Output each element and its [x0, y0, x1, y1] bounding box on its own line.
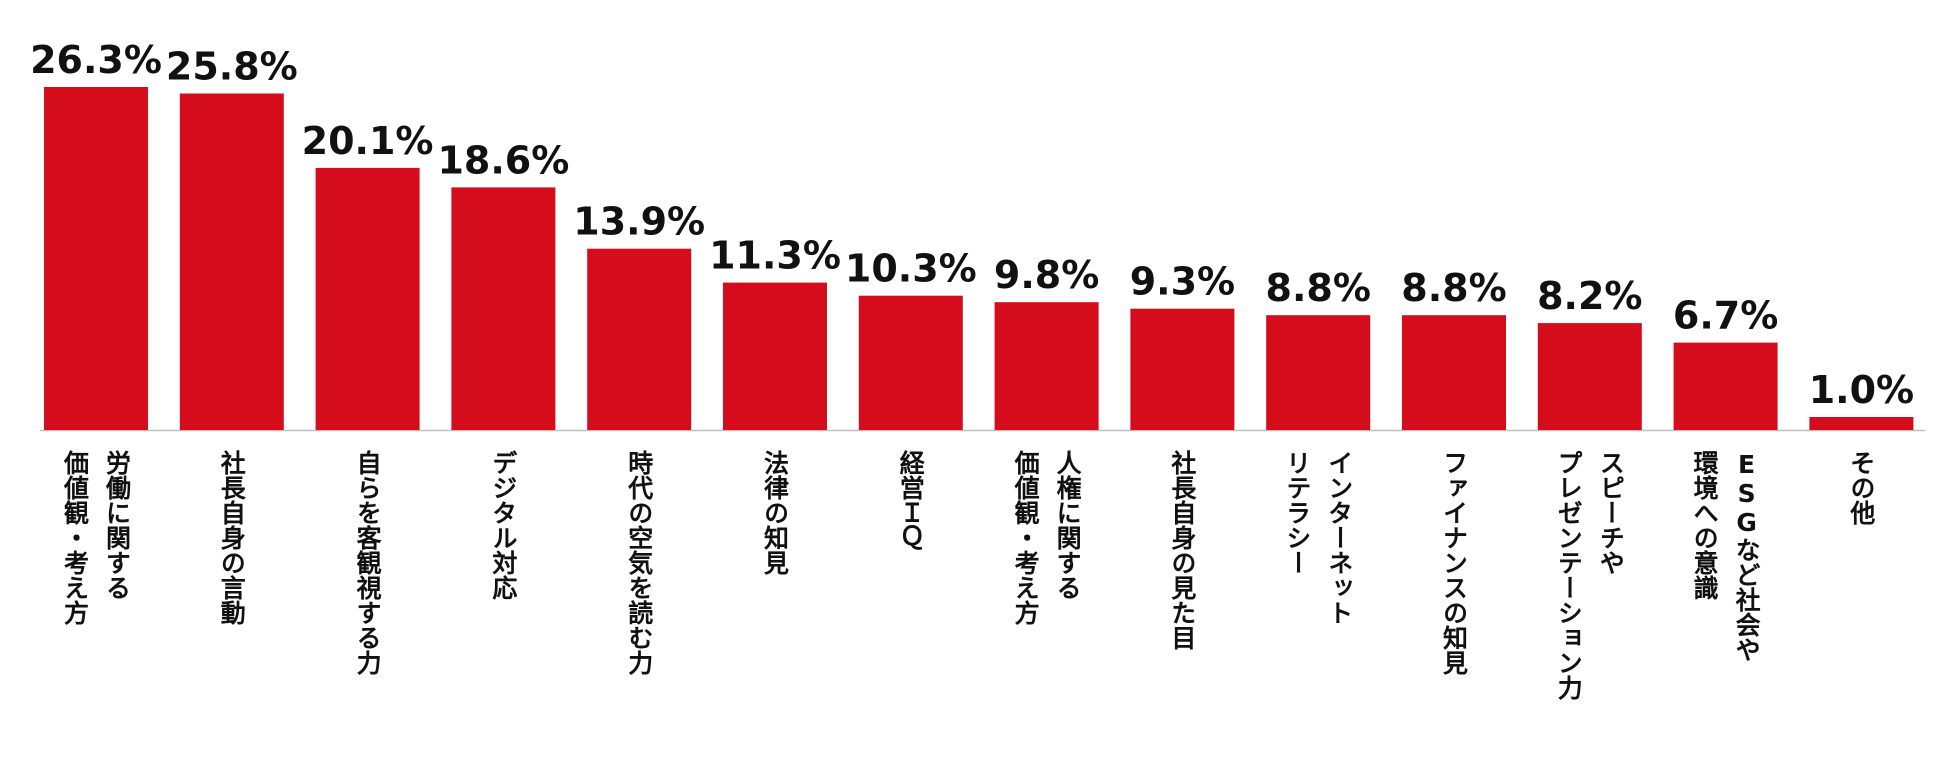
bar — [1402, 315, 1506, 430]
category-label: リテラシー — [1283, 450, 1312, 575]
bar — [587, 248, 692, 430]
bar — [858, 295, 963, 430]
bar — [44, 87, 148, 430]
data-label: 18.6% — [437, 138, 569, 182]
category-label: ESGなど社会や — [1732, 450, 1761, 662]
bar — [1537, 323, 1642, 430]
category-label: 人権に関する — [1053, 450, 1082, 600]
category-label: 自らを客観視する力 — [353, 450, 382, 676]
category-label: 価値観・考え方 — [61, 450, 91, 626]
data-label: 26.3% — [30, 38, 162, 82]
category-label: スピーチや — [1596, 450, 1625, 575]
bar — [451, 187, 556, 430]
data-label: 10.3% — [845, 247, 977, 291]
category-label: ファイナンスの知見 — [1440, 450, 1469, 675]
category-label: その他 — [1847, 450, 1877, 525]
bar — [723, 282, 827, 430]
data-label: 8.2% — [1537, 274, 1642, 318]
data-label: 1.0% — [1809, 368, 1914, 412]
data-label: 8.8% — [1266, 266, 1371, 310]
bar — [315, 167, 420, 430]
category-label: 労働に関する — [103, 450, 133, 600]
category-label: 社長自身の見た目 — [1168, 449, 1197, 650]
bar — [994, 302, 1099, 430]
bar — [1130, 308, 1235, 430]
category-label: 環境への意識 — [1690, 450, 1719, 600]
category-label: デジタル対応 — [489, 450, 518, 601]
category-label: インターネット — [1325, 450, 1354, 625]
bar — [1266, 315, 1371, 430]
category-label: 時代の空気を読む力 — [625, 449, 655, 676]
bar — [1673, 342, 1778, 430]
data-label: 9.8% — [994, 253, 1099, 297]
data-label: 8.8% — [1401, 266, 1506, 310]
category-label: 価値観・考え方 — [1011, 450, 1041, 626]
category-label: 経営ＩＱ — [896, 449, 925, 550]
data-label: 11.3% — [709, 234, 841, 278]
data-label: 13.9% — [573, 200, 705, 244]
bar — [1809, 417, 1914, 430]
category-label: 法律の知見 — [761, 450, 790, 575]
data-label: 20.1% — [302, 119, 434, 163]
bar — [179, 93, 284, 430]
category-label: 社長自身の言動 — [217, 449, 246, 626]
category-label: プレゼンテーション力 — [1554, 450, 1583, 701]
data-label: 9.3% — [1130, 260, 1235, 304]
data-label: 6.7% — [1673, 294, 1778, 338]
data-label: 25.8% — [166, 45, 298, 89]
